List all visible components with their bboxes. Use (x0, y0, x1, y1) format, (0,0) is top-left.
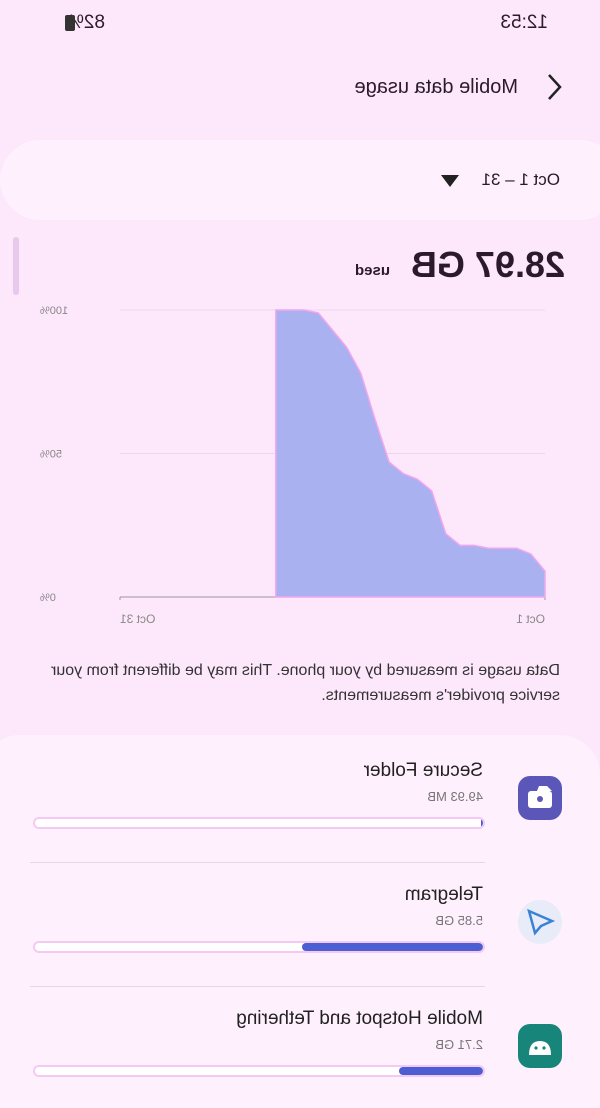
usage-area (275, 309, 546, 598)
x-tick-label: Oct 1 (516, 612, 545, 626)
y-tick-label: 100% (40, 305, 68, 317)
scrollbar (13, 237, 19, 295)
total-caption: used (354, 262, 390, 279)
app-icon (518, 776, 562, 820)
note: Data usage is measured by your phone. Th… (50, 662, 560, 704)
usage-track (35, 943, 483, 951)
x-tick-label: Oct 31 (120, 612, 156, 626)
divider (30, 986, 485, 987)
app-usage: 5.85 GB (435, 913, 483, 928)
y-tick-label: 50% (40, 449, 62, 461)
app-icon (518, 900, 562, 944)
app-name[interactable]: Telegram (404, 884, 483, 905)
app-icon (518, 1024, 562, 1068)
battery-icon (65, 15, 75, 31)
app-usage: 2.71 GB (435, 1037, 483, 1052)
usage-track (35, 1067, 483, 1075)
divider (30, 862, 485, 863)
app-name[interactable]: Secure Folder (363, 760, 483, 781)
usage-bar (481, 819, 483, 827)
apps-card (0, 735, 600, 1108)
y-tick-label: 0% (40, 592, 56, 604)
page-title: Mobile data usage (354, 76, 518, 98)
chart: 0% 50% 100% Oct 1 Oct 31 (40, 305, 546, 626)
usage-bar (301, 943, 483, 951)
app-name[interactable]: Mobile Hotspot and Tethering (236, 1008, 483, 1029)
usage-bar (399, 1067, 483, 1075)
clock: 12:53 (500, 12, 548, 33)
total-amount: 28.97 GB (410, 244, 565, 285)
dropdown-icon[interactable] (440, 174, 460, 188)
usage-track (35, 819, 483, 827)
app-usage: 49.93 MB (427, 789, 483, 804)
date-range[interactable]: Oct 1 – 31 (481, 170, 560, 189)
back-button[interactable] (544, 72, 564, 102)
